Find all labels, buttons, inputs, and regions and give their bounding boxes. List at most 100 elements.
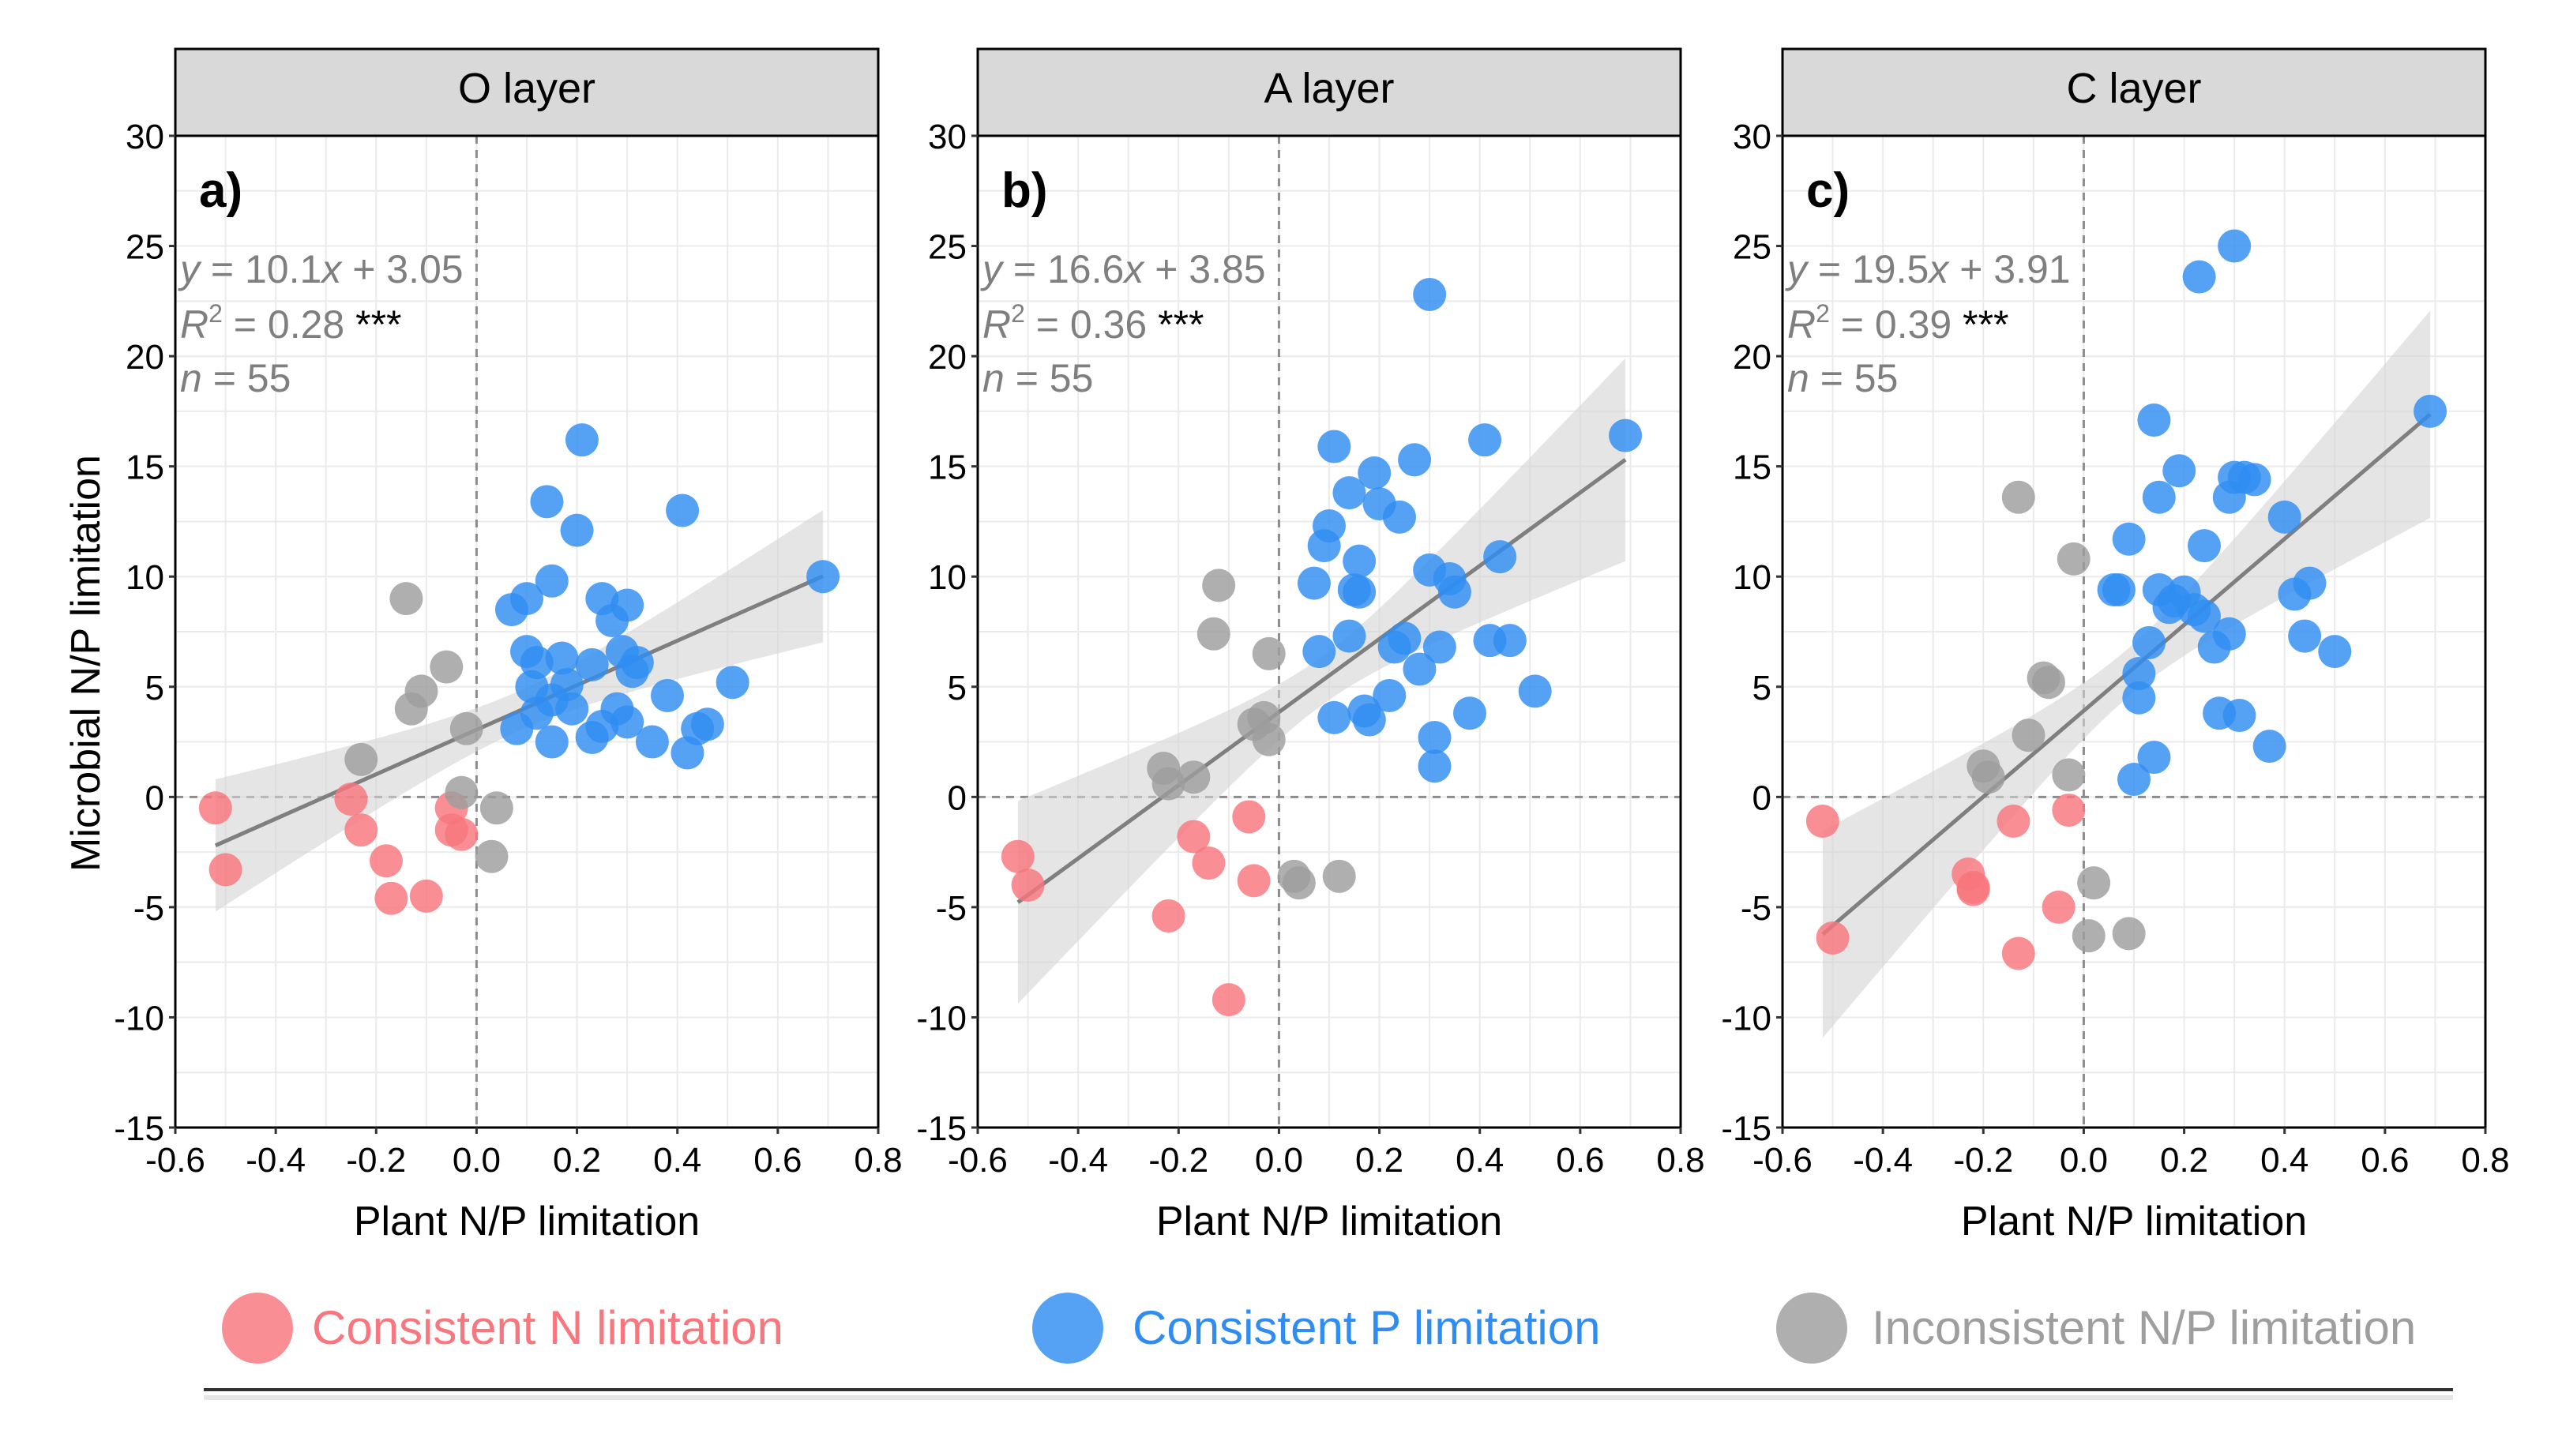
data-point [2132, 625, 2166, 659]
data-point [2112, 917, 2146, 951]
data-point [1418, 720, 1452, 754]
data-point [1518, 674, 1552, 708]
data-point [2122, 657, 2156, 691]
data-point [2042, 890, 2076, 924]
x-tick-label: -0.4 [1048, 1141, 1108, 1180]
data-point [1422, 630, 1456, 664]
x-tick-label: -0.6 [1752, 1141, 1813, 1180]
data-point [2137, 741, 2171, 775]
data-point [1196, 617, 1230, 651]
y-tick-label: 10 [1733, 558, 1771, 597]
data-point [610, 588, 644, 622]
x-axis-label: Plant N/P limitation [354, 1199, 700, 1244]
data-point [1202, 569, 1236, 602]
data-point [1332, 476, 1366, 510]
data-point [1297, 566, 1331, 600]
x-tick-label: 0.6 [2361, 1141, 2409, 1180]
panel-label: b) [1001, 163, 1048, 218]
series-consistent-n-limitation [1805, 794, 2086, 970]
data-point [370, 844, 403, 878]
r-squared: R2 = 0.36 *** [982, 299, 1204, 347]
x-tick-label: 0.2 [553, 1141, 601, 1180]
data-point [1252, 722, 1286, 756]
y-tick-label: -5 [1741, 889, 1771, 928]
y-tick-label: 0 [1752, 779, 1771, 817]
data-point [1493, 624, 1527, 658]
x-tick-label: -0.4 [246, 1141, 306, 1180]
series-consistent-p-limitation [2097, 229, 2447, 797]
x-axis-ticks: -0.6 -0.4 -0.2 0.0 0.2 0.4 0.6 0.8 [1752, 1128, 2510, 1180]
legend: Consistent N limitation Consistent P limi… [204, 1293, 2453, 1400]
data-point [1177, 760, 1211, 794]
legend-label: Consistent P limitation [1133, 1301, 1601, 1354]
y-tick-label: -10 [1721, 999, 1771, 1038]
data-point [344, 742, 378, 776]
series-consistent-n-limitation [198, 782, 479, 915]
data-point [1483, 540, 1517, 574]
data-point [1971, 760, 2005, 794]
y-tick-label: 15 [1733, 448, 1771, 487]
data-point [1398, 443, 1432, 477]
data-point [535, 564, 569, 598]
data-point [1343, 575, 1377, 609]
legend-marker [222, 1293, 293, 1364]
data-point [2142, 480, 2176, 514]
data-point [2252, 730, 2286, 764]
y-tick-label: -10 [114, 999, 164, 1038]
series-consistent-p-limitation [494, 423, 840, 770]
y-tick-label: 25 [928, 228, 967, 267]
data-point [2218, 229, 2252, 263]
data-point [1816, 921, 1850, 955]
data-point [1313, 509, 1346, 543]
data-point [1343, 544, 1377, 578]
data-point [620, 646, 654, 680]
series-inconsistent-n-p-limitation [344, 582, 513, 873]
data-point [2112, 522, 2146, 556]
series-inconsistent-n-p-limitation [1147, 569, 1356, 900]
regression-equation: y = 19.5x + 3.91 [1785, 247, 2071, 291]
data-point [2031, 666, 2065, 700]
x-tick-label: 0.8 [854, 1141, 902, 1180]
data-point [1609, 418, 1643, 452]
y-tick-label: 20 [1733, 338, 1771, 377]
data-point [2293, 566, 2327, 600]
y-tick-label: 10 [126, 558, 164, 597]
legend-item: Inconsistent N/P limitation [1776, 1293, 2416, 1364]
data-point [1805, 805, 1839, 839]
data-point [344, 813, 378, 847]
panel-label: a) [199, 163, 242, 218]
data-point [555, 692, 589, 726]
y-tick-label: -10 [916, 999, 967, 1038]
data-point [1011, 868, 1045, 902]
y-axis-ticks: -15 -10 -5 0 5 10 15 20 25 30 [114, 118, 175, 1148]
data-point [198, 791, 232, 825]
scatter-points [198, 423, 840, 915]
data-point [445, 817, 479, 851]
data-point [404, 674, 438, 708]
data-point [2288, 619, 2322, 653]
data-point [2318, 635, 2352, 669]
x-tick-label: 0.6 [1556, 1141, 1604, 1180]
data-point [2182, 260, 2216, 294]
data-point [545, 641, 579, 675]
data-point [334, 782, 368, 816]
y-tick-label: 5 [1752, 669, 1771, 707]
data-point [716, 666, 749, 700]
scatter-points [1001, 277, 1643, 1017]
data-point [1192, 846, 1226, 880]
x-tick-label: 0.4 [2260, 1141, 2308, 1180]
data-point [1352, 703, 1386, 737]
y-tick-label: 15 [126, 448, 164, 487]
y-tick-label: 5 [145, 669, 164, 707]
strip-title: A layer [1264, 65, 1394, 112]
data-point [2414, 394, 2447, 428]
data-point [2188, 599, 2221, 633]
series-consistent-n-limitation [1001, 800, 1271, 1017]
legend-label: Consistent N limitation [312, 1301, 783, 1354]
r-squared: R2 = 0.28 *** [180, 299, 401, 347]
data-point [2001, 936, 2035, 970]
data-point [409, 879, 443, 913]
data-point [520, 646, 554, 680]
data-point [2057, 542, 2091, 576]
data-point [445, 775, 479, 809]
